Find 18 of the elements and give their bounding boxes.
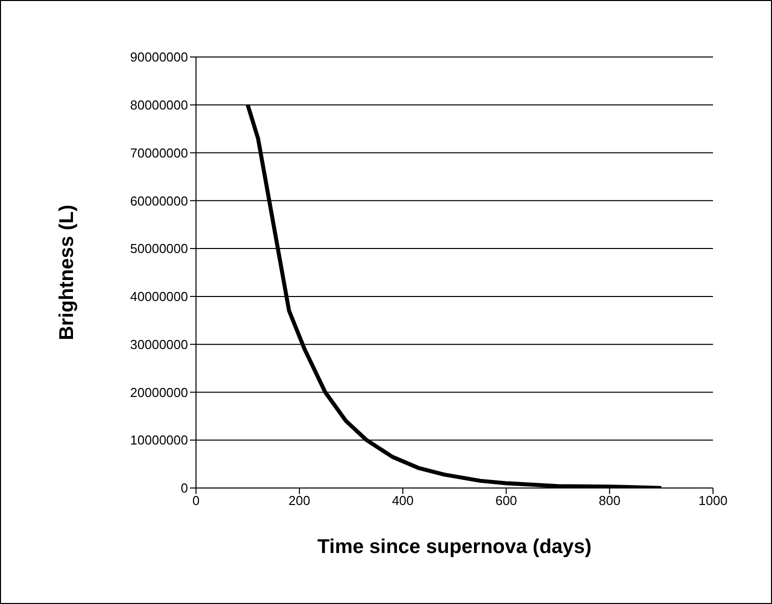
- y-tick-label: 0: [180, 480, 188, 496]
- y-tick-label: 70000000: [130, 145, 188, 160]
- y-tick-label: 80000000: [130, 98, 188, 113]
- x-tick-label: 0: [192, 493, 200, 508]
- x-tick-label: 800: [598, 493, 620, 508]
- x-axis-title: Time since supernova (days): [317, 536, 592, 558]
- y-tick-label: 20000000: [130, 384, 188, 400]
- x-tick-label: 600: [495, 493, 518, 508]
- y-tick-label: 30000000: [130, 336, 188, 352]
- y-tick-label: 40000000: [130, 289, 188, 304]
- y-tick-label: 60000000: [130, 193, 188, 208]
- y-tick-label: 90000000: [130, 50, 188, 65]
- y-tick-label: 50000000: [130, 241, 188, 256]
- x-tick-label: 400: [392, 493, 414, 508]
- y-tick-label: 10000000: [130, 432, 188, 448]
- x-tick-label: 200: [288, 493, 310, 508]
- y-axis-title: Brightness (L): [56, 204, 78, 340]
- x-tick-label: 1000: [698, 493, 728, 508]
